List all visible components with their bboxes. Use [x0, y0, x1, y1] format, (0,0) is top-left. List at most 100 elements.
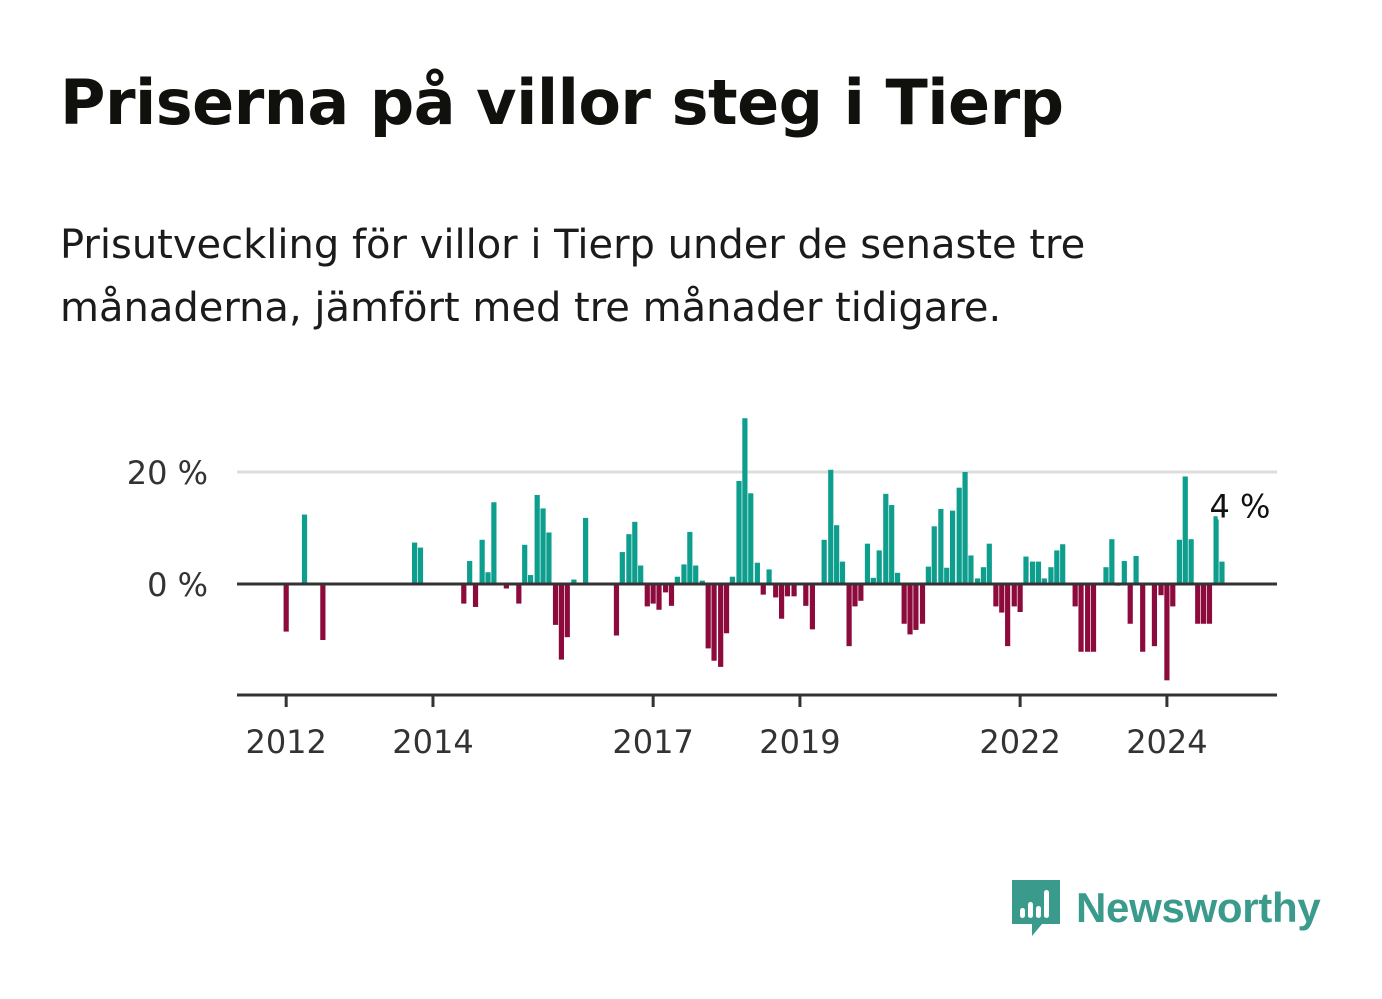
- bar: [901, 584, 907, 624]
- bar: [718, 584, 724, 667]
- bar: [980, 567, 987, 584]
- x-tick-label: 2022: [979, 723, 1060, 761]
- bar: [681, 564, 687, 584]
- bar: [527, 575, 534, 584]
- bar: [828, 469, 834, 584]
- bar: [1170, 584, 1176, 607]
- bar: [962, 472, 968, 584]
- bar: [1072, 584, 1078, 607]
- bar: [632, 521, 638, 584]
- bar: [974, 578, 981, 584]
- brand-logo: Newsworthy: [1010, 878, 1321, 938]
- bar: [858, 584, 864, 601]
- bar: [778, 584, 785, 619]
- bar: [417, 547, 424, 584]
- bar: [711, 584, 717, 661]
- bar: [1164, 584, 1170, 681]
- bar: [705, 584, 711, 649]
- bar: [546, 532, 552, 584]
- chart-axes: [237, 582, 1277, 707]
- bar: [644, 584, 650, 607]
- bar: [748, 493, 754, 584]
- bar: [650, 584, 656, 604]
- bar: [925, 566, 931, 584]
- bar: [638, 565, 644, 584]
- bar: [1005, 584, 1011, 647]
- bar: [944, 567, 950, 584]
- bar: [1182, 476, 1188, 584]
- bar: [412, 542, 418, 584]
- bar: [613, 584, 620, 636]
- bar: [668, 584, 675, 606]
- bar: [956, 487, 962, 584]
- bar: [742, 418, 748, 584]
- bar: [485, 572, 491, 584]
- bar: [663, 584, 669, 593]
- bar: [1054, 550, 1060, 584]
- bar: [766, 569, 772, 584]
- bar: [723, 584, 730, 634]
- bar: [571, 579, 577, 584]
- bar: [687, 531, 693, 584]
- y-tick-label: 0 %: [147, 566, 208, 604]
- bar: [1060, 544, 1066, 584]
- bar: [889, 505, 895, 584]
- brand-name: Newsworthy: [1076, 884, 1321, 931]
- bar: [1048, 567, 1054, 584]
- y-tick-label: 20 %: [127, 454, 208, 492]
- bar: [834, 525, 840, 584]
- bar: [479, 539, 485, 584]
- bar: [986, 543, 992, 584]
- bar: [320, 584, 326, 640]
- bar: [552, 584, 559, 625]
- x-tick-label: 2014: [392, 723, 473, 761]
- bar: [1195, 584, 1201, 624]
- bar: [919, 584, 926, 624]
- bar: [852, 584, 858, 607]
- bar: [619, 552, 625, 584]
- bar: [949, 510, 956, 584]
- annotation-label: 4 %: [1209, 488, 1270, 526]
- bar: [938, 508, 944, 584]
- bar: [784, 584, 791, 597]
- bar: [693, 565, 699, 584]
- bar: [968, 555, 974, 584]
- bar: [876, 550, 882, 584]
- bar: [656, 584, 662, 610]
- bar: [1041, 578, 1047, 584]
- chart-bars: [283, 418, 1225, 681]
- bar: [674, 576, 680, 584]
- annotation-label-halo: 4 %: [1209, 488, 1270, 526]
- bar: [864, 543, 871, 584]
- bar: [773, 584, 779, 598]
- bar: [1127, 584, 1133, 624]
- newsworthy-logo-icon: [1012, 880, 1060, 936]
- bar: [1017, 584, 1023, 612]
- bar: [821, 539, 827, 584]
- bar: [1176, 539, 1182, 584]
- bar: [760, 584, 766, 595]
- bar: [522, 544, 528, 584]
- chart-subtitle: Prisutveckling för villor i Tierp under …: [60, 222, 1086, 331]
- bar: [472, 584, 479, 607]
- bar: [999, 584, 1005, 613]
- bar: [283, 584, 289, 632]
- bar: [503, 584, 509, 589]
- bar: [1158, 584, 1164, 596]
- bar: [491, 502, 497, 584]
- bar: [1133, 556, 1139, 584]
- bar: [894, 572, 901, 584]
- bar: [699, 580, 705, 584]
- bar: [626, 534, 632, 584]
- bar: [301, 514, 308, 584]
- bar: [1201, 584, 1207, 624]
- bar: [931, 526, 937, 584]
- x-tick-label: 2017: [612, 723, 693, 761]
- bar: [1188, 539, 1194, 584]
- bar: [1029, 561, 1036, 584]
- bar: [1109, 539, 1115, 584]
- bar: [803, 584, 809, 606]
- x-tick-label: 2024: [1126, 723, 1207, 761]
- bar: [907, 584, 913, 635]
